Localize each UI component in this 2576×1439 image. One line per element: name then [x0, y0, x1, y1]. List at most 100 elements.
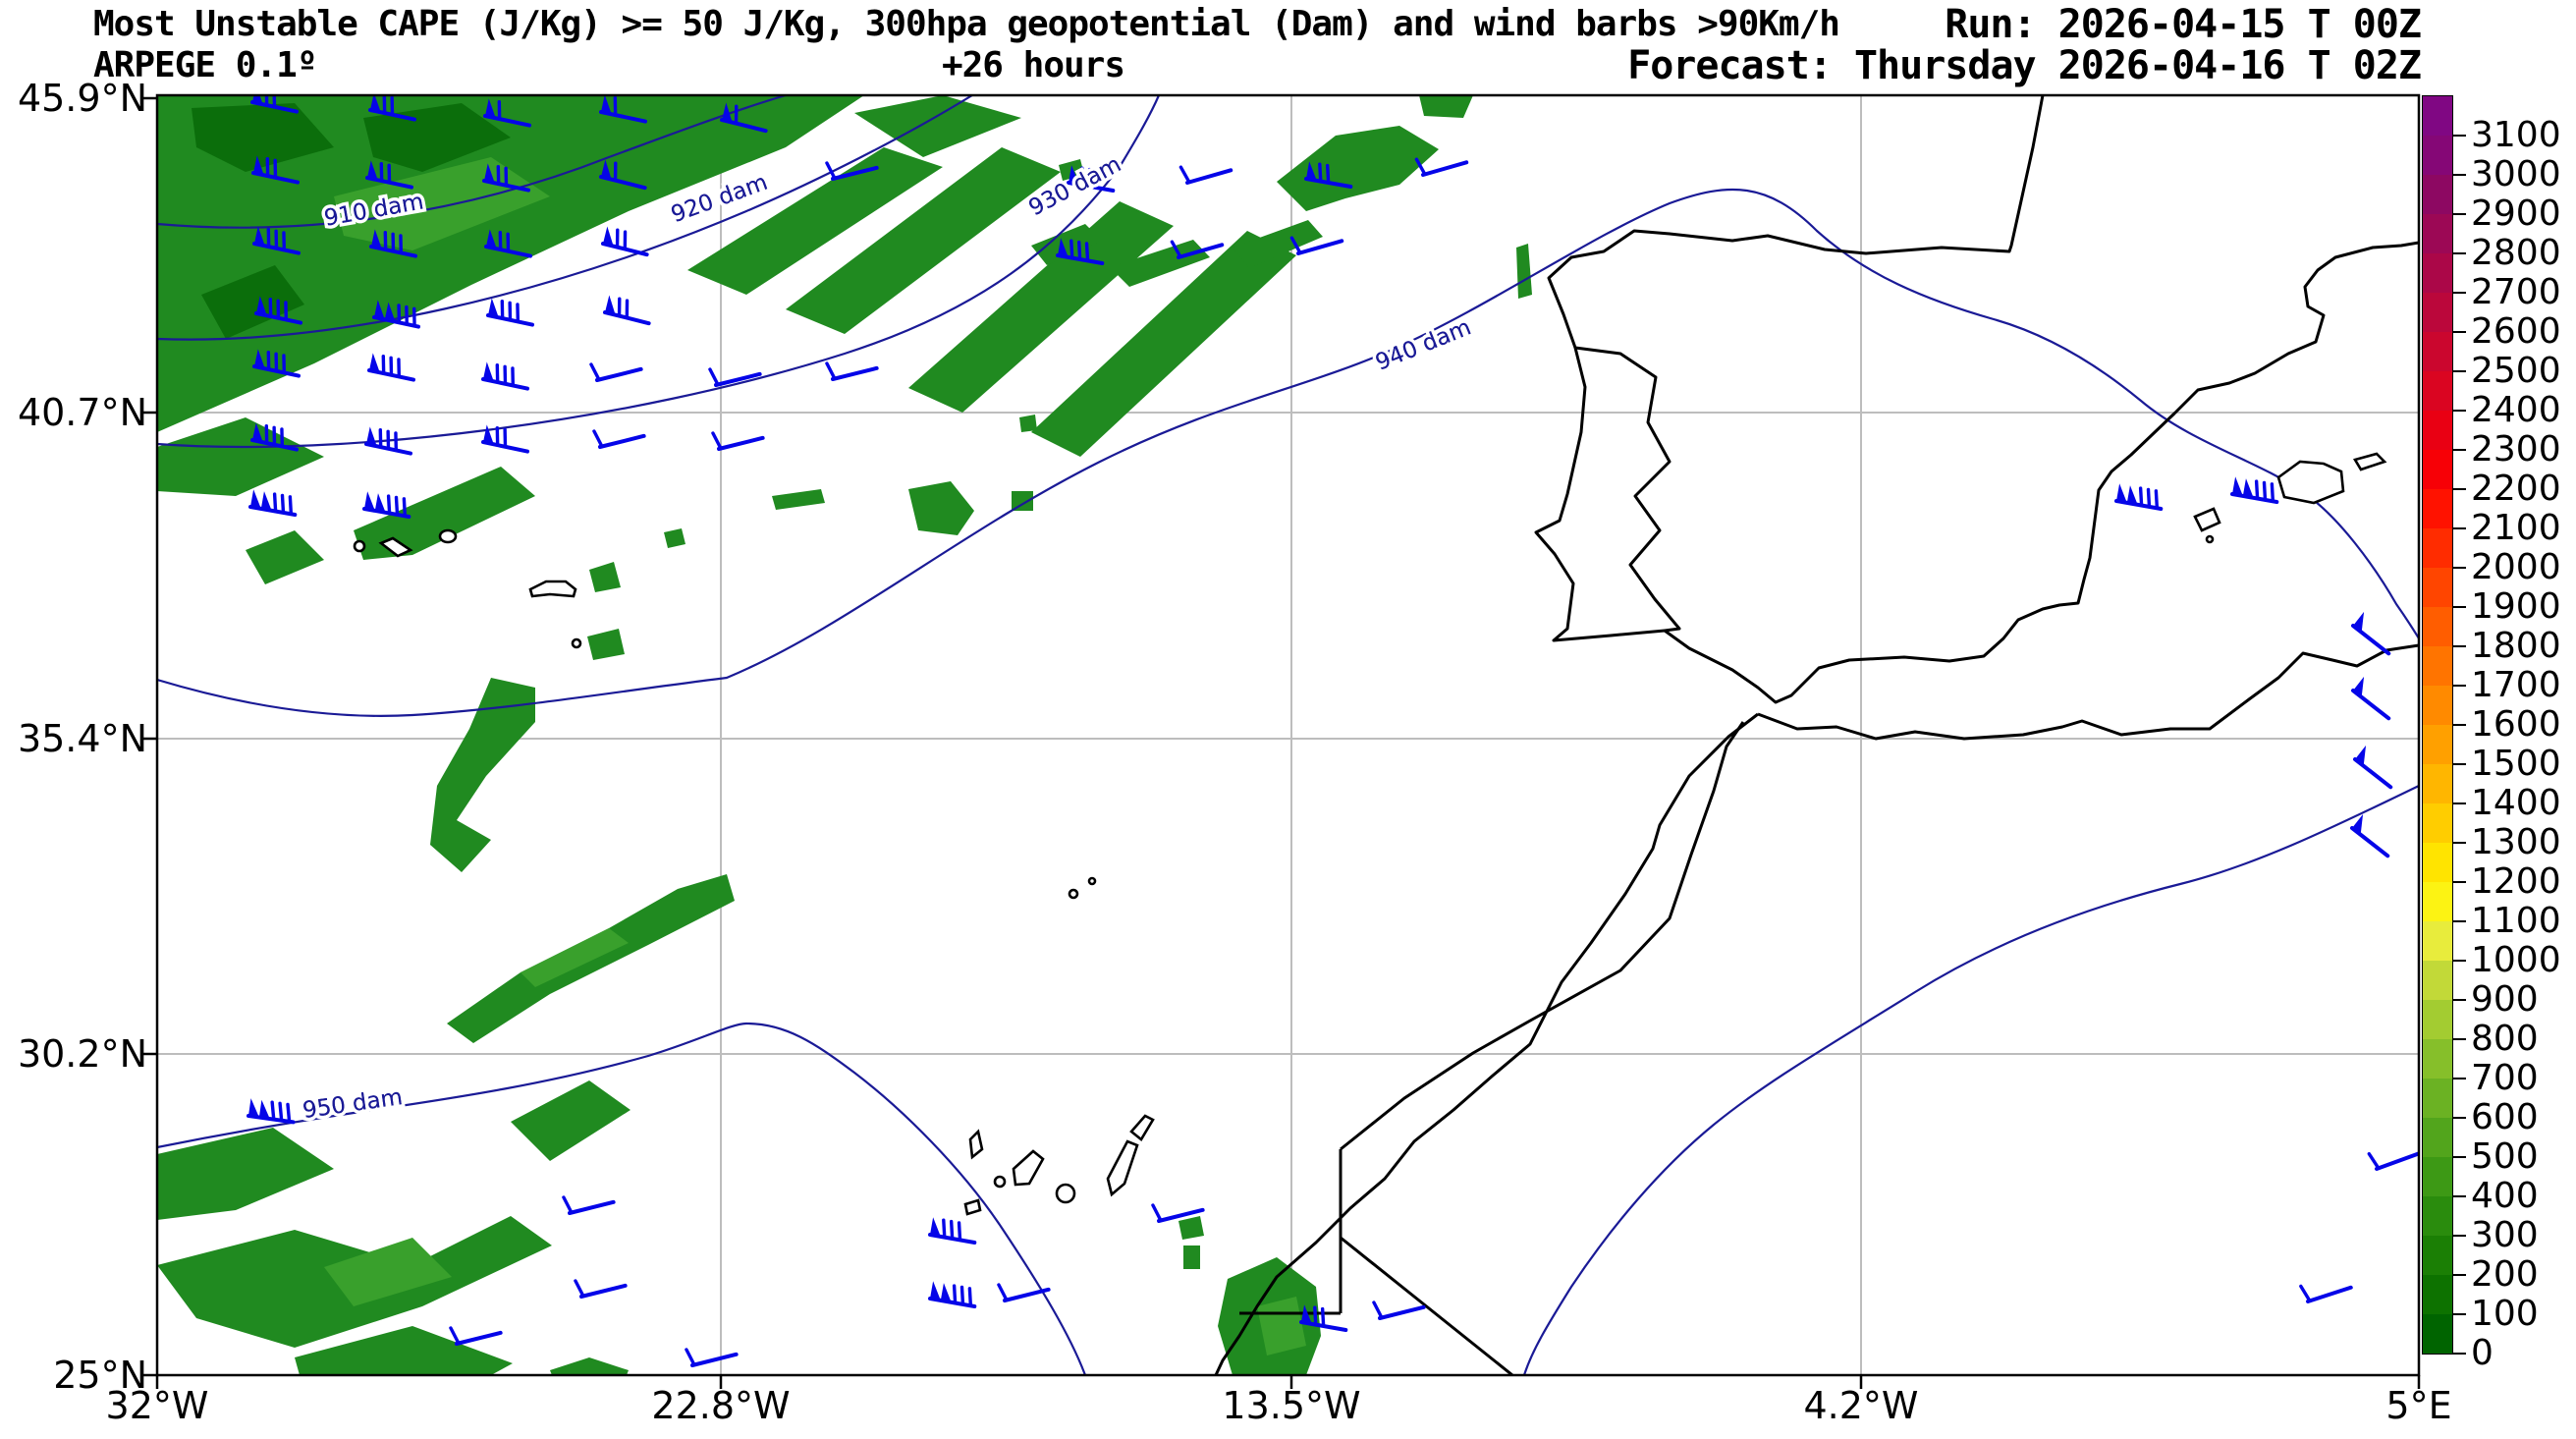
- wind-barb-icon: [1151, 1203, 1205, 1223]
- wind-barb-icon: [367, 353, 415, 382]
- colorbar-segment: [2423, 725, 2453, 764]
- colorbar-tick-label: 400: [2471, 1176, 2539, 1216]
- lon-tick-label: 13.5°W: [1222, 1384, 1361, 1427]
- colorbar-tick: [2453, 920, 2466, 922]
- island: [378, 536, 413, 558]
- axis-ticks: [143, 96, 2421, 1389]
- wind-barb-icon: [362, 491, 411, 519]
- cape-patch: [1019, 415, 1037, 432]
- colorbar-segment: [2423, 96, 2453, 136]
- colorbar-segment: [2423, 961, 2453, 1000]
- wind-barb-icon: [2350, 813, 2390, 858]
- wind-barb-icon: [1170, 240, 1225, 259]
- colorbar-tick-label: 300: [2471, 1215, 2539, 1255]
- colorbar-tick-label: 1100: [2471, 901, 2561, 941]
- colorbar-tick: [2453, 960, 2466, 962]
- cape-patch: [521, 928, 629, 987]
- colorbar-tick: [2453, 174, 2466, 176]
- chart-title: Most Unstable CAPE (J/Kg) >= 50 J/Kg, 30…: [93, 4, 1840, 44]
- coastline-path: [1757, 643, 2419, 741]
- colorbar-segment: [2423, 411, 2453, 450]
- colorbar-segment: [2423, 175, 2453, 214]
- wind-barb-icon: [2036, 40, 2086, 70]
- island: [528, 580, 577, 598]
- geopotential-contours: [157, 95, 2419, 1375]
- wind-barb-icon: [250, 95, 299, 114]
- wind-barb-icon: [2209, 36, 2259, 66]
- cape-patch: [550, 1357, 629, 1375]
- colorbar-segment: [2423, 1118, 2453, 1157]
- wind-barb-icon: [574, 1279, 628, 1299]
- colorbar-tick-label: 2600: [2471, 311, 2561, 352]
- colorbar-tick: [2453, 449, 2466, 451]
- cape-patch: [430, 678, 535, 872]
- colorbar-segment: [2423, 1236, 2453, 1275]
- colorbar-tick: [2453, 1353, 2466, 1355]
- cape-patch: [664, 528, 685, 548]
- island: [2276, 460, 2345, 505]
- colorbar-tick: [2453, 1313, 2466, 1315]
- colorbar-tick: [2453, 606, 2466, 608]
- colorbar-segment: [2423, 253, 2453, 293]
- island: [1106, 1139, 1139, 1197]
- colorbar-segment: [2423, 803, 2453, 843]
- coastlines: [1214, 95, 2419, 1375]
- wind-barb-icon: [2367, 1151, 2419, 1171]
- contour-line: [157, 95, 973, 341]
- wind-barb-icon: [2299, 1284, 2353, 1303]
- colorbar-tick: [2453, 1195, 2466, 1197]
- colorbar-segment: [2423, 764, 2453, 803]
- colorbar-tick-label: 2100: [2471, 508, 2561, 548]
- colorbar-segment: [2423, 686, 2453, 725]
- wind-barb-icon: [601, 226, 649, 257]
- wind-barb-icon: [685, 1348, 739, 1367]
- forecast-label: Forecast: Thursday 2026-04-16 T 02Z: [1627, 43, 2422, 88]
- cape-patch: [324, 1238, 452, 1306]
- colorbar-tick: [2453, 527, 2466, 529]
- grid-lines: [157, 95, 2419, 1375]
- wind-barb-icon: [599, 159, 647, 191]
- wind-barb-icon: [486, 298, 534, 327]
- cape-patch: [1277, 126, 1439, 211]
- island: [1068, 888, 1079, 900]
- colorbar-tick: [2453, 1156, 2466, 1158]
- cape-patch: [1257, 1297, 1306, 1356]
- wind-barb-icon: [2230, 476, 2279, 504]
- colorbar-segment: [2423, 489, 2453, 528]
- colorbar-tick: [2453, 1274, 2466, 1276]
- colorbar-segment: [2423, 332, 2453, 371]
- island: [571, 637, 582, 649]
- wind-barbs: [247, 36, 2419, 1367]
- colorbar-tick: [2453, 685, 2466, 687]
- wind-barb-icon: [449, 1326, 503, 1346]
- wind-barb-icon: [589, 362, 643, 382]
- lead-time-label: +26 hours: [941, 45, 1125, 85]
- cape-patch: [908, 481, 974, 535]
- wind-barb-icon: [2351, 611, 2391, 656]
- wind-barb-icon: [484, 229, 532, 258]
- coastline-path: [1214, 712, 1759, 1375]
- cape-patch: [1233, 220, 1323, 268]
- colorbar-segment: [2423, 882, 2453, 921]
- cape-patch: [908, 201, 1174, 413]
- cape-shaded-areas: [157, 95, 1532, 1375]
- coastline-path: [1340, 721, 1745, 1151]
- colorbar-tick-label: 1500: [2471, 744, 2561, 784]
- contour-label-text: 950 dam: [301, 1084, 405, 1124]
- colorbar-tick: [2453, 252, 2466, 254]
- colorbar-segment: [2423, 568, 2453, 607]
- wind-barb-icon: [251, 155, 300, 185]
- wind-barb-icon: [720, 102, 768, 134]
- lon-tick-label: 5°E: [2385, 1384, 2452, 1427]
- colorbar-tick: [2453, 999, 2466, 1001]
- colorbar-segment: [2423, 921, 2453, 961]
- colorbar-tick-label: 2800: [2471, 233, 2561, 273]
- colorbar-tick-label: 2900: [2471, 194, 2561, 234]
- cape-patch: [786, 147, 1061, 334]
- colorbar-segment: [2423, 1000, 2453, 1039]
- island: [963, 1198, 982, 1216]
- lat-tick-label: 30.2°N: [17, 1032, 147, 1076]
- coastline-path: [1340, 1236, 1513, 1375]
